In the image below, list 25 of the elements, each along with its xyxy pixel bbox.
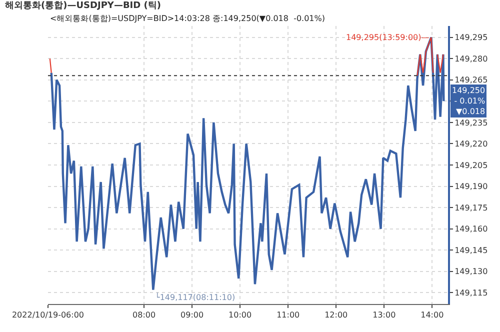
- x-tick-label: 11:00: [276, 310, 300, 320]
- x-tick-label: 13:00: [372, 310, 396, 320]
- x-tick-label: 08:00: [132, 310, 156, 320]
- y-tick-label: 149,115: [454, 288, 488, 298]
- y-tick-label: 149,205: [454, 160, 488, 170]
- x-tick-label: 12:00: [324, 310, 348, 320]
- chart-subtitle: <해외통화(통합)=USDJPY=BID>14:03:28 종:149,250(▼0.018 -0.01%): [50, 14, 325, 23]
- y-tick-label: 149,265: [454, 76, 488, 85]
- x-tick-label: 10:00: [228, 310, 252, 320]
- y-tick-label: 149,235: [454, 118, 488, 128]
- x-tick-label: 14:00: [420, 310, 444, 320]
- y-tick-label: 149,175: [454, 203, 488, 212]
- x-tick-label: 2022/10/19-06:00: [12, 310, 84, 320]
- annotation: 149,250 - 0.01% ▼0.018: [452, 86, 486, 116]
- chart-title: 해외통화(통합)—USDJPY—BID (틱): [5, 0, 161, 11]
- y-tick-label: 149,190: [454, 182, 488, 192]
- y-tick-label: 149,160: [454, 224, 488, 234]
- y-tick-label: 149,145: [454, 246, 488, 255]
- annotation: 149,295(13:59:00)—: [346, 33, 430, 42]
- y-tick-label: 149,295: [454, 33, 488, 42]
- y-tick-label: 149,220: [454, 140, 488, 149]
- y-tick-label: 149,280: [454, 54, 488, 64]
- annotation: └149,117(08:11:10): [155, 292, 236, 302]
- x-tick-label: 09:00: [180, 310, 204, 320]
- y-tick-label: 149,130: [454, 267, 488, 276]
